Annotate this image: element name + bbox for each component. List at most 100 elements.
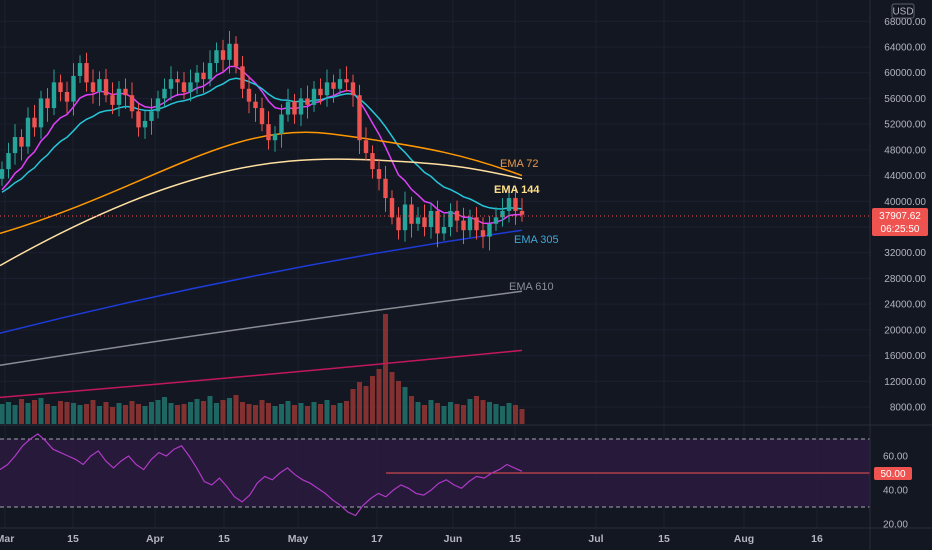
volume-bar bbox=[272, 406, 278, 424]
volume-bar bbox=[305, 406, 310, 424]
candle-body bbox=[123, 88, 128, 96]
volume-bar bbox=[467, 399, 473, 424]
volume-bar bbox=[116, 403, 122, 424]
volume-bar bbox=[64, 402, 70, 424]
candle-body bbox=[116, 88, 122, 105]
candle-body bbox=[84, 63, 89, 83]
ema-long-line bbox=[0, 349, 523, 399]
candle-body bbox=[285, 101, 291, 115]
candle-body bbox=[441, 227, 447, 234]
volume-bar bbox=[6, 402, 11, 424]
rsi-level-label: 50.00 bbox=[880, 469, 905, 480]
candle-body bbox=[220, 50, 226, 60]
candle-body bbox=[90, 82, 96, 92]
volume-bar bbox=[90, 400, 96, 424]
volume-bar bbox=[389, 372, 395, 424]
price-tick-label: 64000.00 bbox=[884, 43, 926, 54]
volume-bar bbox=[201, 401, 206, 424]
candle-body bbox=[45, 98, 50, 109]
price-tick-label: 56000.00 bbox=[884, 94, 926, 105]
volume-bar bbox=[240, 402, 245, 424]
volume-bar bbox=[32, 400, 37, 424]
volume-bars bbox=[0, 314, 525, 424]
candle-body bbox=[435, 210, 440, 234]
volume-bar bbox=[350, 389, 356, 424]
candle-body bbox=[331, 82, 336, 89]
volume-bar bbox=[311, 402, 317, 424]
candle-body bbox=[6, 153, 11, 170]
candle-body bbox=[103, 79, 109, 96]
candle-body bbox=[337, 79, 343, 89]
volume-bar bbox=[500, 406, 505, 424]
candle-body bbox=[396, 217, 401, 231]
volume-bar bbox=[344, 401, 349, 424]
volume-bar bbox=[383, 314, 388, 424]
candle-body bbox=[467, 217, 473, 231]
candle-body bbox=[519, 210, 525, 215]
volume-bar bbox=[162, 397, 167, 424]
volume-bar bbox=[428, 400, 434, 424]
price-tick-label: 24000.00 bbox=[884, 300, 926, 311]
candle-body bbox=[415, 217, 421, 224]
candle-body bbox=[12, 137, 18, 154]
volume-bar bbox=[461, 405, 466, 424]
volume-bar bbox=[402, 387, 408, 424]
rsi-tick-label: 60.00 bbox=[883, 452, 908, 463]
price-tick-label: 12000.00 bbox=[884, 377, 926, 388]
candle-body bbox=[77, 63, 83, 76]
volume-bar bbox=[188, 402, 193, 424]
rsi-axis[interactable]: 60.00 40.00 20.00 bbox=[883, 452, 908, 531]
volume-bar bbox=[51, 406, 57, 424]
volume-bar bbox=[77, 405, 83, 424]
ema-label: EMA 305 bbox=[514, 234, 559, 246]
volume-bar bbox=[175, 405, 180, 424]
candle-body bbox=[318, 88, 323, 96]
candle-body bbox=[506, 198, 512, 211]
candle-body bbox=[311, 88, 317, 105]
time-tick-label: Jul bbox=[588, 533, 603, 545]
volume-bar bbox=[493, 404, 499, 424]
time-tick-label: May bbox=[288, 533, 309, 545]
volume-bar bbox=[123, 405, 128, 424]
candle-body bbox=[253, 101, 258, 109]
candle-body bbox=[142, 120, 148, 128]
volume-bar bbox=[220, 400, 226, 424]
candle-body bbox=[363, 140, 369, 154]
candle-body bbox=[279, 114, 284, 134]
time-tick-label: 15 bbox=[218, 533, 230, 545]
last-price-badge bbox=[872, 208, 928, 236]
volume-bar bbox=[181, 404, 187, 424]
time-tick-label: Jun bbox=[444, 533, 463, 545]
candle-body bbox=[259, 108, 265, 125]
candle-body bbox=[0, 169, 5, 179]
currency-badge[interactable] bbox=[891, 3, 915, 19]
ema-610-line bbox=[0, 290, 523, 366]
last-price-label: 37907.62 bbox=[879, 211, 921, 222]
candle-body bbox=[513, 198, 518, 211]
volume-bar bbox=[149, 402, 154, 424]
candle-body bbox=[207, 63, 213, 80]
volume-bar bbox=[331, 405, 336, 424]
ema-labels: EMA 72 EMA 144 EMA 305 EMA 610 bbox=[494, 158, 559, 293]
volume-bar bbox=[168, 403, 174, 424]
candle-body bbox=[448, 210, 453, 227]
price-tick-label: 20000.00 bbox=[884, 325, 926, 336]
candle-body bbox=[32, 117, 37, 128]
candle-body bbox=[136, 111, 141, 128]
candle-body bbox=[64, 92, 70, 102]
volume-bar bbox=[266, 403, 271, 424]
volume-bar bbox=[448, 402, 453, 424]
candle-body bbox=[370, 153, 375, 170]
candle-body bbox=[428, 210, 434, 227]
volume-bar bbox=[337, 403, 343, 424]
candle-body bbox=[266, 124, 271, 141]
candle-body bbox=[194, 72, 200, 83]
time-tick-label: 17 bbox=[371, 533, 383, 545]
volume-bar bbox=[376, 369, 382, 424]
time-axis[interactable]: Mar 15 Apr 15 May 17 Jun 15 Jul 15 Aug 16 bbox=[0, 533, 823, 545]
rsi-tick-label: 20.00 bbox=[883, 520, 908, 531]
volume-bar bbox=[129, 401, 135, 424]
candle-body bbox=[409, 204, 414, 224]
ema-mid-line bbox=[1, 77, 523, 210]
